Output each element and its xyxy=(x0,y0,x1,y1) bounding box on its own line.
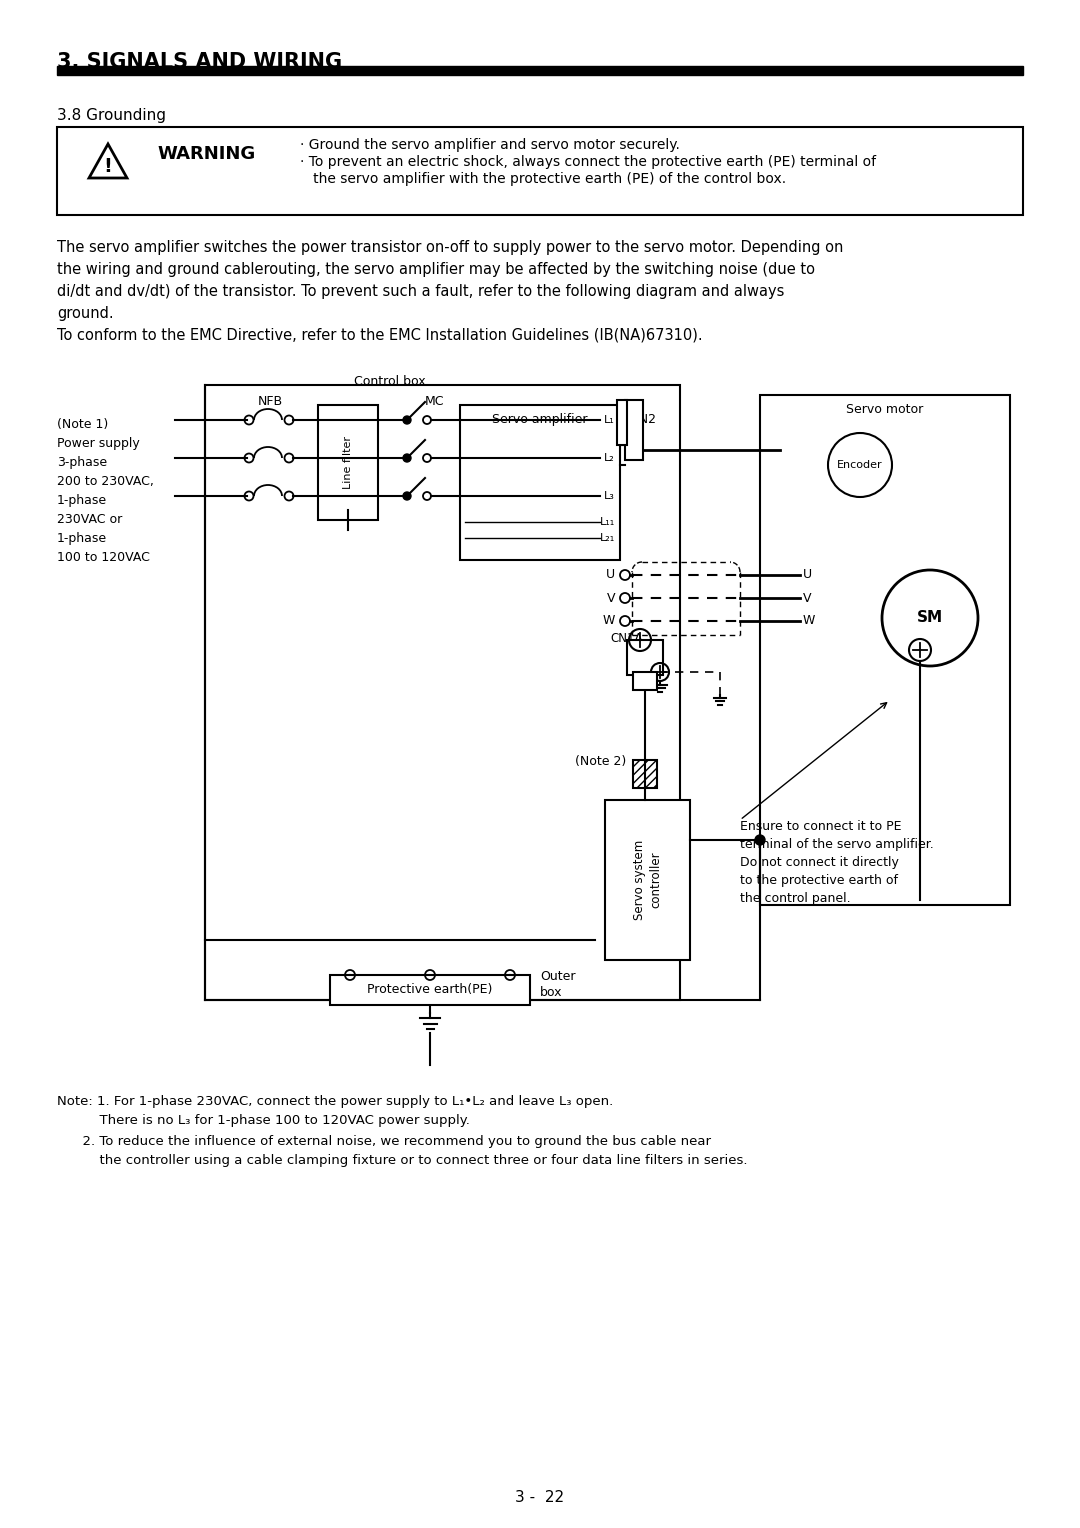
Text: Servo amplifier: Servo amplifier xyxy=(492,413,588,426)
Text: U: U xyxy=(606,568,615,582)
Bar xyxy=(330,975,530,1005)
Text: · Ground the servo amplifier and servo motor securely.: · Ground the servo amplifier and servo m… xyxy=(300,138,680,151)
Circle shape xyxy=(403,454,411,461)
Text: CN1A: CN1A xyxy=(610,633,643,645)
Circle shape xyxy=(403,416,411,423)
Text: NFB: NFB xyxy=(257,396,283,408)
Text: Protective earth(PE): Protective earth(PE) xyxy=(367,984,492,996)
Text: To conform to the EMC Directive, refer to the EMC Installation Guidelines (IB(NA: To conform to the EMC Directive, refer t… xyxy=(57,329,703,342)
Text: 2. To reduce the influence of external noise, we recommend you to ground the bus: 2. To reduce the influence of external n… xyxy=(57,1135,711,1148)
Bar xyxy=(627,640,663,675)
Text: Encoder: Encoder xyxy=(837,460,882,471)
Text: 200 to 230VAC,: 200 to 230VAC, xyxy=(57,475,153,487)
Text: · To prevent an electric shock, always connect the protective earth (PE) termina: · To prevent an electric shock, always c… xyxy=(300,154,876,170)
Bar xyxy=(318,405,378,520)
Text: Ensure to connect it to PE
terminal of the servo amplifier.
Do not connect it di: Ensure to connect it to PE terminal of t… xyxy=(740,821,934,905)
Text: L₂₁: L₂₁ xyxy=(599,533,615,542)
Text: 3-phase: 3-phase xyxy=(57,455,107,469)
Bar xyxy=(57,127,1023,215)
Text: Servo system
controller: Servo system controller xyxy=(633,840,662,920)
Bar xyxy=(625,400,643,460)
Text: W: W xyxy=(804,614,815,628)
Text: CN2: CN2 xyxy=(630,413,656,426)
Bar xyxy=(617,400,627,445)
Text: V: V xyxy=(607,591,615,605)
Text: (Note 1): (Note 1) xyxy=(57,419,108,431)
Text: Outer
box: Outer box xyxy=(540,970,576,999)
Text: W: W xyxy=(603,614,615,628)
Text: Line filter: Line filter xyxy=(343,435,353,489)
Text: SM: SM xyxy=(917,611,943,625)
Bar xyxy=(57,66,1023,75)
Text: the servo amplifier with the protective earth (PE) of the control box.: the servo amplifier with the protective … xyxy=(300,173,786,186)
Text: 1-phase: 1-phase xyxy=(57,494,107,507)
Text: V: V xyxy=(804,591,811,605)
Text: Control box: Control box xyxy=(354,374,426,388)
Text: 3 -  22: 3 - 22 xyxy=(515,1490,565,1505)
Text: U: U xyxy=(804,568,812,582)
Text: 1-phase: 1-phase xyxy=(57,532,107,545)
Text: 3.8 Grounding: 3.8 Grounding xyxy=(57,108,166,122)
Bar xyxy=(205,385,680,999)
Text: WARNING: WARNING xyxy=(157,145,255,163)
Text: Servo motor: Servo motor xyxy=(847,403,923,416)
Text: MC: MC xyxy=(426,396,445,408)
Text: !: ! xyxy=(104,156,112,176)
Text: Note: 1. For 1-phase 230VAC, connect the power supply to L₁•L₂ and leave L₃ open: Note: 1. For 1-phase 230VAC, connect the… xyxy=(57,1096,613,1108)
Text: the wiring and ground cablerouting, the servo amplifier may be affected by the s: the wiring and ground cablerouting, the … xyxy=(57,261,815,277)
Text: L₃: L₃ xyxy=(604,490,615,501)
Text: ground.: ground. xyxy=(57,306,113,321)
Text: L₂: L₂ xyxy=(604,452,615,463)
Text: (Note 2): (Note 2) xyxy=(575,755,626,769)
Text: There is no L₃ for 1-phase 100 to 120VAC power supply.: There is no L₃ for 1-phase 100 to 120VAC… xyxy=(57,1114,470,1128)
Text: L₁₁: L₁₁ xyxy=(599,516,615,527)
Text: 3. SIGNALS AND WIRING: 3. SIGNALS AND WIRING xyxy=(57,52,342,72)
Circle shape xyxy=(403,492,411,500)
Bar xyxy=(633,759,657,788)
Text: 100 to 120VAC: 100 to 120VAC xyxy=(57,552,150,564)
Text: the controller using a cable clamping fixture or to connect three or four data l: the controller using a cable clamping fi… xyxy=(57,1154,747,1167)
Bar xyxy=(605,801,690,960)
Text: 230VAC or: 230VAC or xyxy=(57,513,122,526)
Circle shape xyxy=(755,834,765,845)
Bar xyxy=(760,396,1010,905)
Bar xyxy=(633,672,657,691)
Text: Power supply: Power supply xyxy=(57,437,139,451)
Text: di/dt and dv/dt) of the transistor. To prevent such a fault, refer to the follow: di/dt and dv/dt) of the transistor. To p… xyxy=(57,284,784,299)
Text: The servo amplifier switches the power transistor on-off to supply power to the : The servo amplifier switches the power t… xyxy=(57,240,843,255)
Bar xyxy=(460,405,620,559)
Text: L₁: L₁ xyxy=(604,416,615,425)
